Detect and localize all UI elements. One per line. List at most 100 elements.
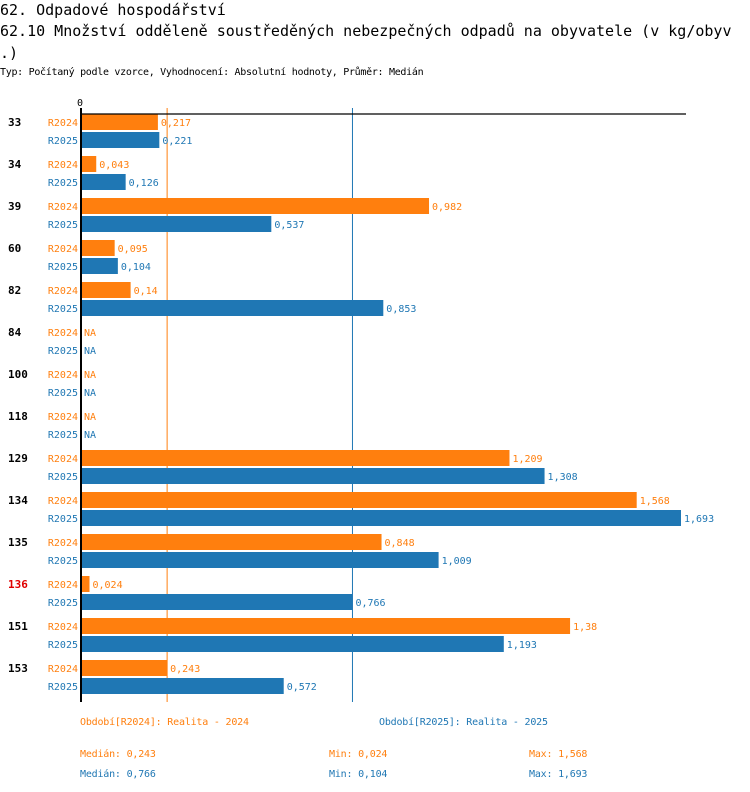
series-label: R2024 bbox=[48, 160, 78, 171]
category-label: 135 bbox=[8, 536, 28, 549]
series-label: R2024 bbox=[48, 496, 78, 507]
data-label: 0,537 bbox=[274, 220, 304, 231]
series-label: R2025 bbox=[48, 556, 78, 567]
bar bbox=[81, 198, 430, 214]
series-label: R2024 bbox=[48, 580, 78, 591]
category-label: 129 bbox=[8, 452, 28, 465]
data-label: 0,221 bbox=[162, 136, 192, 147]
category-label: 153 bbox=[8, 662, 28, 675]
data-label: 1,009 bbox=[442, 556, 472, 567]
data-label: 1,38 bbox=[573, 622, 597, 633]
series-label: R2024 bbox=[48, 202, 78, 213]
series-label: R2025 bbox=[48, 430, 78, 441]
category-label: 136 bbox=[8, 578, 28, 591]
series-label: R2024 bbox=[48, 118, 78, 129]
data-label: 0,982 bbox=[432, 202, 462, 213]
bar bbox=[81, 174, 126, 190]
bar bbox=[81, 282, 131, 298]
series-label: R2024 bbox=[48, 244, 78, 255]
series-label: R2025 bbox=[48, 136, 78, 147]
data-label: 0,853 bbox=[386, 304, 416, 315]
data-label: 1,308 bbox=[548, 472, 578, 483]
series-label: R2025 bbox=[48, 682, 78, 693]
series-label: R2025 bbox=[48, 388, 78, 399]
series-label: R2024 bbox=[48, 370, 78, 381]
data-label: 0,217 bbox=[161, 118, 191, 129]
data-label: 0,572 bbox=[287, 682, 317, 693]
bar bbox=[81, 618, 571, 634]
data-label: NA bbox=[84, 370, 96, 381]
bar bbox=[81, 216, 272, 232]
data-label: NA bbox=[84, 346, 96, 357]
category-label: 100 bbox=[8, 368, 28, 381]
data-label: 0,243 bbox=[170, 664, 200, 675]
bar bbox=[81, 156, 97, 172]
legend-r2025: Období[R2025]: Realita - 2025 bbox=[379, 717, 548, 728]
stat-min-r2024: Min: 0,024 bbox=[329, 749, 388, 760]
data-label: 0,104 bbox=[121, 262, 151, 273]
section-title: 62. Odpadové hospodářství bbox=[0, 1, 226, 19]
data-label: 0,848 bbox=[385, 538, 415, 549]
series-label: R2025 bbox=[48, 514, 78, 525]
data-label: NA bbox=[84, 430, 96, 441]
indicator-title: 62.10 Množství odděleně soustředěných ne… bbox=[0, 22, 741, 62]
series-label: R2025 bbox=[48, 220, 78, 231]
bar bbox=[81, 534, 382, 550]
series-label: R2025 bbox=[48, 640, 78, 651]
data-label: 0,126 bbox=[129, 178, 159, 189]
stat-max-r2024: Max: 1,568 bbox=[529, 749, 588, 760]
stat-median-r2025: Medián: 0,766 bbox=[80, 769, 156, 780]
bar bbox=[81, 576, 90, 592]
data-label: 0,766 bbox=[355, 598, 385, 609]
bar-chart: 33 R2024 0,217 R2025 0,221 34 R2024 0,043 R2025 0… bbox=[8, 98, 714, 702]
series-label: R2025 bbox=[48, 346, 78, 357]
data-label: 0,043 bbox=[99, 160, 129, 171]
legend-r2024: Období[R2024]: Realita - 2024 bbox=[80, 717, 249, 728]
bar bbox=[81, 468, 545, 484]
category-label: 151 bbox=[8, 620, 28, 633]
series-label: R2025 bbox=[48, 262, 78, 273]
bar bbox=[81, 492, 637, 508]
series-label: R2024 bbox=[48, 412, 78, 423]
category-label: 34 bbox=[8, 158, 22, 171]
stat-min-r2025: Min: 0,104 bbox=[329, 769, 388, 780]
series-label: R2025 bbox=[48, 178, 78, 189]
data-label: 1,568 bbox=[640, 496, 670, 507]
series-label: R2024 bbox=[48, 664, 78, 675]
bar bbox=[81, 132, 160, 148]
bar bbox=[81, 300, 384, 316]
bar bbox=[81, 594, 353, 610]
data-label: 1,209 bbox=[512, 454, 542, 465]
series-label: R2024 bbox=[48, 538, 78, 549]
category-label: 134 bbox=[8, 494, 28, 507]
bar bbox=[81, 114, 158, 130]
data-label: NA bbox=[84, 388, 96, 399]
data-label: 1,193 bbox=[507, 640, 537, 651]
bar bbox=[81, 552, 439, 568]
chart-subtitle: Typ: Počítaný podle vzorce, Vyhodnocení:… bbox=[0, 67, 424, 78]
stat-max-r2025: Max: 1,693 bbox=[529, 769, 588, 780]
data-label: 1,693 bbox=[684, 514, 714, 525]
bar bbox=[81, 258, 118, 274]
bar bbox=[81, 450, 510, 466]
series-label: R2025 bbox=[48, 472, 78, 483]
category-label: 118 bbox=[8, 410, 28, 423]
data-label: NA bbox=[84, 412, 96, 423]
bar bbox=[81, 678, 284, 694]
bar bbox=[81, 636, 504, 652]
category-label: 39 bbox=[8, 200, 21, 213]
stat-median-r2024: Medián: 0,243 bbox=[80, 749, 156, 760]
category-label: 84 bbox=[8, 326, 22, 339]
data-label: 0,14 bbox=[134, 286, 158, 297]
bar bbox=[81, 510, 681, 526]
bar bbox=[81, 240, 115, 256]
category-label: 82 bbox=[8, 284, 21, 297]
x-tick-label: 0 bbox=[77, 98, 83, 109]
data-label: NA bbox=[84, 328, 96, 339]
data-label: 0,095 bbox=[118, 244, 148, 255]
series-label: R2024 bbox=[48, 454, 78, 465]
series-label: R2024 bbox=[48, 286, 78, 297]
series-label: R2025 bbox=[48, 304, 78, 315]
series-label: R2025 bbox=[48, 598, 78, 609]
category-label: 60 bbox=[8, 242, 21, 255]
